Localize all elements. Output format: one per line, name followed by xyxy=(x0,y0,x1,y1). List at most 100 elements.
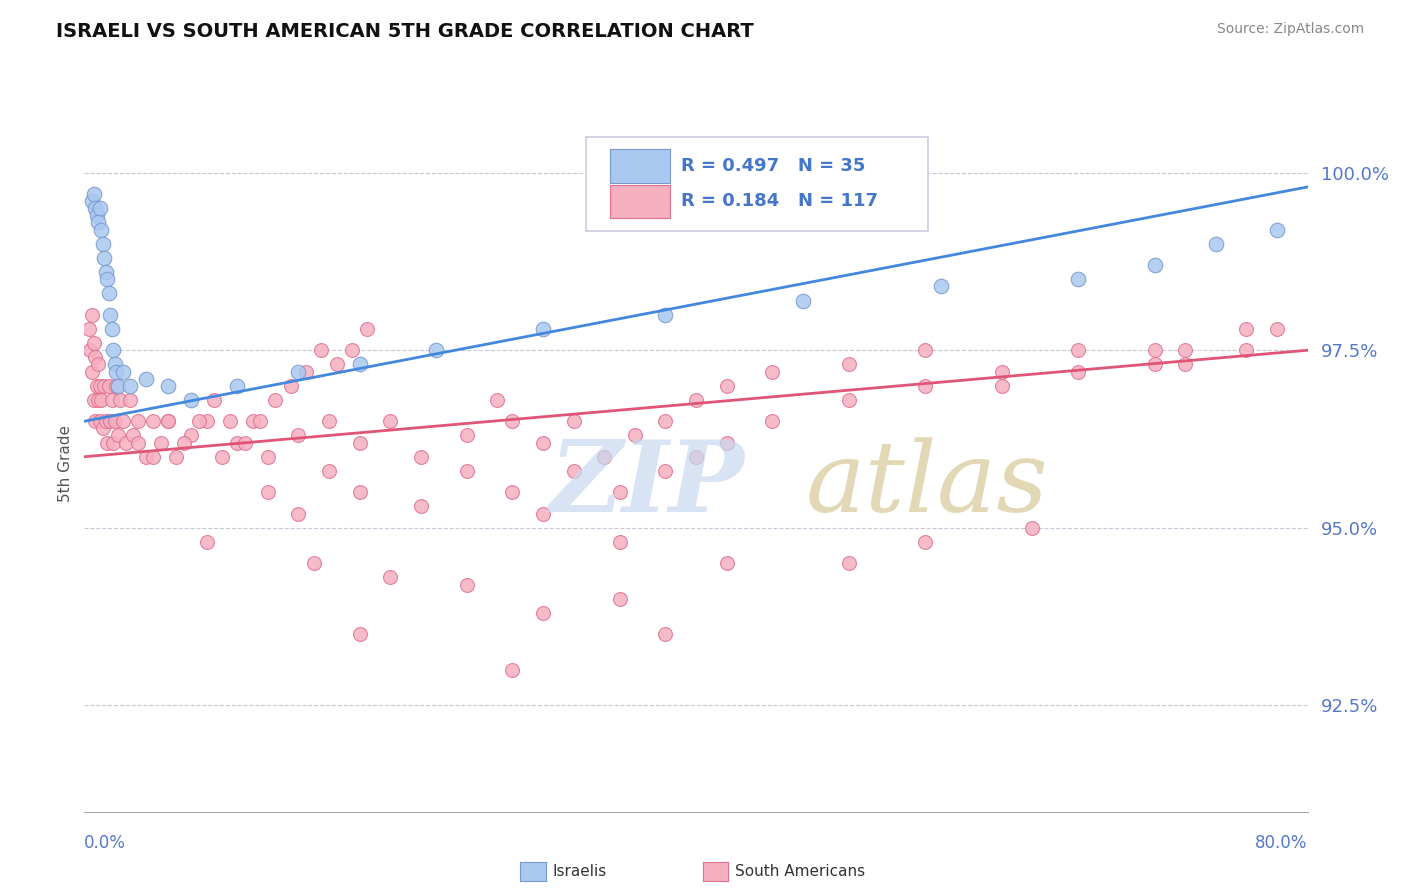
Point xyxy=(990,365,1012,379)
Point xyxy=(80,365,103,379)
Point xyxy=(685,392,707,407)
Point xyxy=(83,336,105,351)
FancyBboxPatch shape xyxy=(586,136,928,231)
Point xyxy=(380,414,402,428)
Point xyxy=(89,201,111,215)
Point xyxy=(914,343,936,358)
Point xyxy=(101,322,124,336)
Point xyxy=(716,378,738,392)
Y-axis label: 5th Grade: 5th Grade xyxy=(58,425,73,502)
Point xyxy=(1205,236,1227,251)
Point xyxy=(242,414,264,428)
Point xyxy=(531,507,554,521)
Point xyxy=(1174,358,1197,372)
FancyBboxPatch shape xyxy=(610,185,671,219)
Point xyxy=(84,201,107,215)
Text: atlas: atlas xyxy=(806,437,1049,533)
Point xyxy=(180,428,202,442)
Point xyxy=(501,663,523,677)
Point xyxy=(1067,272,1090,286)
Point xyxy=(593,450,616,464)
Point xyxy=(914,535,936,549)
Point xyxy=(425,343,447,358)
Point xyxy=(716,556,738,570)
Point xyxy=(257,450,280,464)
Point xyxy=(157,414,180,428)
Point xyxy=(135,371,157,385)
Point xyxy=(654,414,676,428)
Point xyxy=(1067,365,1090,379)
Point xyxy=(257,485,280,500)
Point xyxy=(264,392,287,407)
Point xyxy=(103,435,125,450)
Point xyxy=(792,293,814,308)
Point xyxy=(97,286,120,301)
Point xyxy=(1234,343,1257,358)
Point xyxy=(195,535,218,549)
Point xyxy=(486,392,509,407)
Point xyxy=(77,322,100,336)
Point xyxy=(349,435,371,450)
Point xyxy=(90,392,112,407)
Point xyxy=(79,343,101,358)
Point xyxy=(562,414,585,428)
Point xyxy=(86,208,108,222)
Text: 80.0%: 80.0% xyxy=(1256,834,1308,852)
Text: Source: ZipAtlas.com: Source: ZipAtlas.com xyxy=(1216,22,1364,37)
Point xyxy=(356,322,378,336)
Point xyxy=(456,428,478,442)
Text: R = 0.497   N = 35: R = 0.497 N = 35 xyxy=(682,157,866,175)
Point xyxy=(111,365,134,379)
Point xyxy=(157,378,180,392)
Point xyxy=(142,450,165,464)
Point xyxy=(838,556,860,570)
Point xyxy=(1143,258,1166,272)
Point xyxy=(107,378,129,392)
Point xyxy=(91,421,114,435)
Point xyxy=(93,251,115,265)
Point xyxy=(609,591,631,606)
Point xyxy=(103,343,125,358)
Point xyxy=(409,500,432,514)
Point xyxy=(87,215,110,229)
Text: 0.0%: 0.0% xyxy=(84,834,127,852)
Point xyxy=(108,392,131,407)
Point xyxy=(120,392,142,407)
Point xyxy=(104,414,127,428)
Point xyxy=(609,535,631,549)
Point xyxy=(1143,358,1166,372)
Point xyxy=(349,627,371,641)
Point xyxy=(501,485,523,500)
Point xyxy=(226,378,249,392)
Point xyxy=(149,435,172,450)
Point xyxy=(97,378,120,392)
Point xyxy=(340,343,363,358)
Point xyxy=(90,222,112,236)
Point xyxy=(318,464,340,478)
Point xyxy=(93,378,115,392)
Text: ISRAELI VS SOUTH AMERICAN 5TH GRADE CORRELATION CHART: ISRAELI VS SOUTH AMERICAN 5TH GRADE CORR… xyxy=(56,22,754,41)
Point xyxy=(531,322,554,336)
Point xyxy=(91,236,114,251)
Point xyxy=(120,378,142,392)
Point xyxy=(562,464,585,478)
Point xyxy=(101,392,124,407)
Point xyxy=(89,414,111,428)
Point xyxy=(84,351,107,365)
Point xyxy=(761,414,783,428)
Point xyxy=(685,450,707,464)
Point xyxy=(929,279,952,293)
Point xyxy=(990,378,1012,392)
Point xyxy=(86,378,108,392)
Point xyxy=(96,272,118,286)
Point xyxy=(87,358,110,372)
Point xyxy=(94,414,117,428)
Point xyxy=(233,435,256,450)
Point xyxy=(114,435,136,450)
Point xyxy=(84,414,107,428)
Point xyxy=(1067,343,1090,358)
Point xyxy=(761,365,783,379)
Point xyxy=(98,414,121,428)
Point xyxy=(349,358,371,372)
Point xyxy=(1234,322,1257,336)
